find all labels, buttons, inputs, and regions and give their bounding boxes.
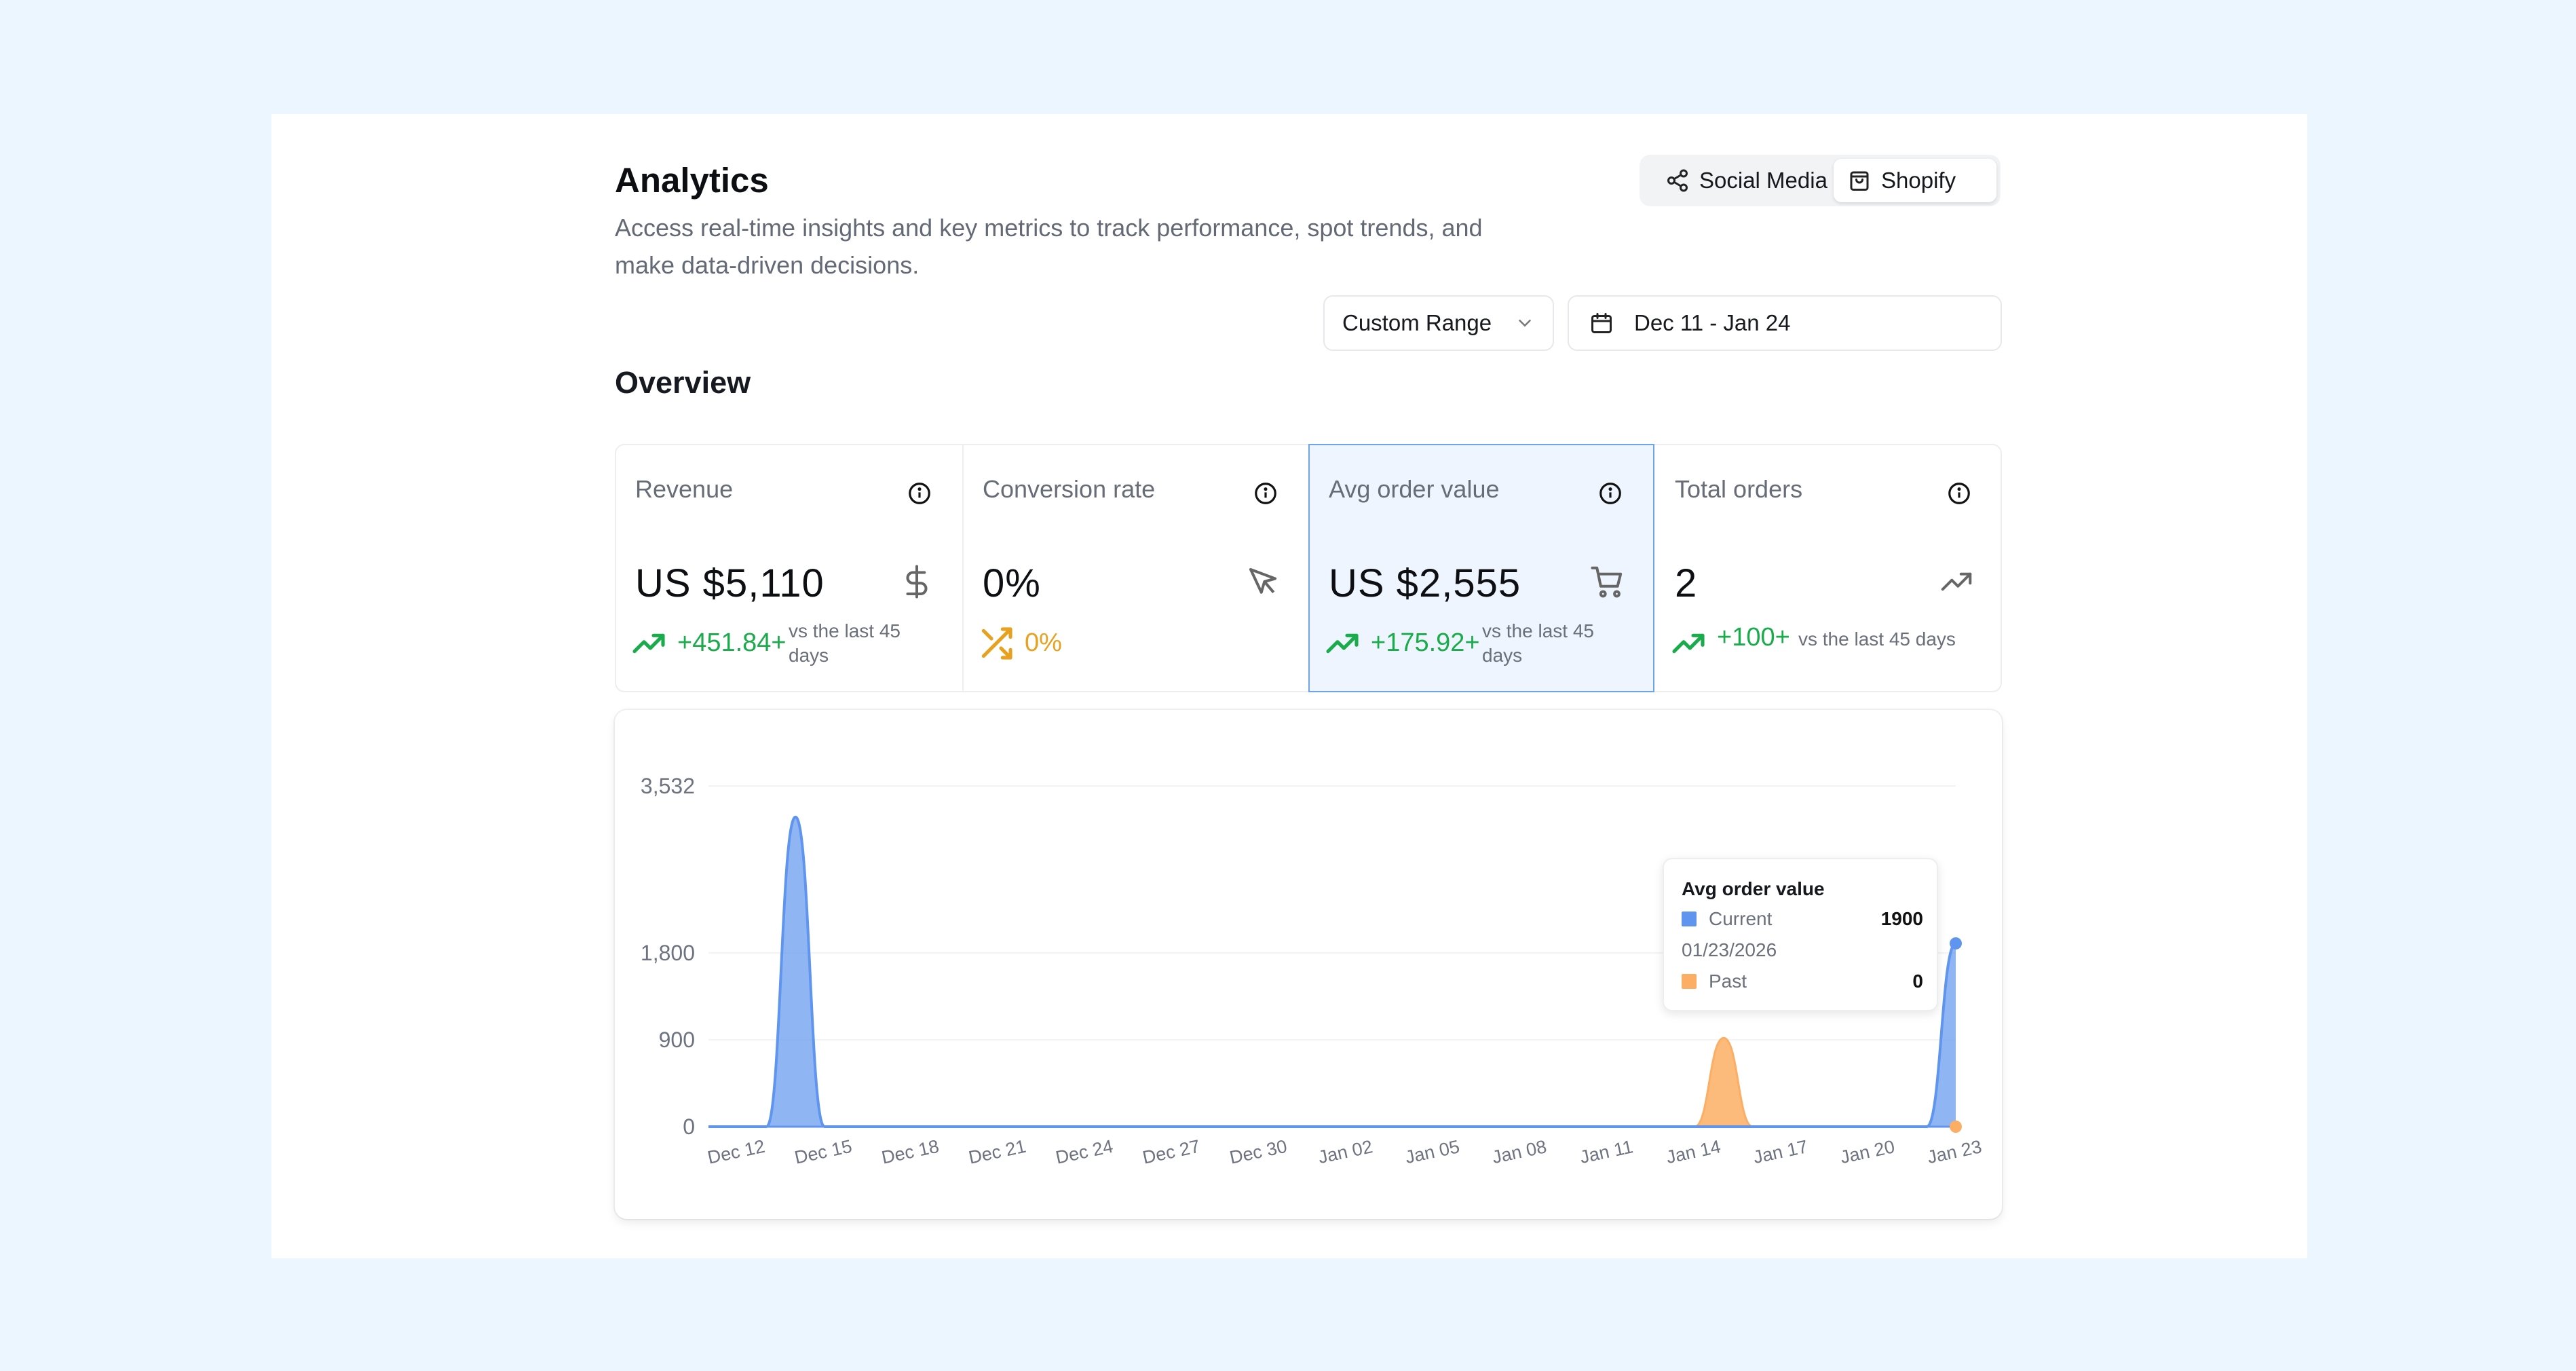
overview-heading: Overview — [615, 365, 751, 400]
range-select[interactable]: Custom Range — [1323, 295, 1554, 351]
y-tick-label: 0 — [683, 1114, 695, 1139]
share-icon — [1667, 169, 1688, 192]
info-icon[interactable] — [1253, 481, 1278, 506]
social-media-label: Social Media — [1699, 168, 1827, 193]
past-marker — [1950, 1121, 1962, 1133]
metric-note: vs the last 45 days — [1798, 628, 1956, 650]
info-icon[interactable] — [1597, 481, 1623, 506]
tooltip-title: Avg order value — [1682, 878, 1825, 899]
tooltip-current-row: Current 1900 — [1682, 908, 1923, 930]
x-tick-label: Dec 30 — [1228, 1136, 1289, 1168]
metric-note: vs the last 45 days — [789, 620, 901, 666]
shopify-label: Shopify — [1881, 168, 1956, 193]
info-icon[interactable] — [907, 481, 932, 506]
dollar-icon — [906, 565, 928, 599]
x-tick-label: Dec 15 — [793, 1136, 854, 1168]
metric-card-total-orders[interactable]: Total orders 2 +100+ vs the last 45 days — [1656, 445, 2002, 691]
current-swatch — [1682, 912, 1697, 926]
metric-label: Revenue — [635, 475, 734, 503]
x-tick-label: Jan 14 — [1665, 1136, 1723, 1167]
current-marker — [1950, 937, 1962, 950]
metric-delta: +175.92+ — [1371, 628, 1480, 657]
x-tick-label: Dec 12 — [706, 1136, 767, 1168]
y-tick-label: 900 — [659, 1028, 695, 1052]
range-select-value: Custom Range — [1342, 310, 1492, 335]
tooltip-current-label: Current — [1709, 908, 1773, 929]
metrics-row: Revenue US $5,110 +451.84+ vs the last 4… — [615, 444, 2002, 692]
x-tick-label: Jan 20 — [1838, 1136, 1897, 1167]
x-tick-label: Jan 05 — [1403, 1136, 1462, 1167]
shopping-cart-icon — [1591, 566, 1623, 598]
metric-delta: +451.84+ — [677, 628, 787, 657]
trending-up-icon — [632, 633, 665, 654]
trending-up-icon — [1941, 572, 1972, 591]
tooltip-past-label: Past — [1709, 971, 1747, 992]
page-subtitle: Access real-time insights and key metric… — [615, 214, 1483, 279]
past-swatch — [1682, 974, 1697, 989]
trending-up-icon — [1672, 633, 1705, 654]
tooltip-date: 01/23/2026 — [1682, 939, 1777, 960]
metric-label: Conversion rate — [983, 475, 1156, 503]
calendar-icon — [1591, 313, 1612, 333]
past-line — [708, 1036, 1956, 1128]
metric-label: Total orders — [1675, 475, 1803, 503]
shopify-tab[interactable]: Shopify — [1834, 159, 1996, 202]
metric-card-revenue[interactable]: Revenue US $5,110 +451.84+ vs the last 4… — [616, 445, 962, 691]
x-tick-label: Dec 27 — [1141, 1136, 1202, 1168]
cursor-arrow-icon — [1249, 567, 1277, 594]
page-title: Analytics — [615, 161, 769, 200]
x-tick-label: Jan 11 — [1578, 1136, 1635, 1167]
tooltip-current-value: 1900 — [1880, 908, 1923, 929]
metric-label: Avg order value — [1329, 475, 1500, 503]
avg-order-value-chart[interactable]: 0 900 1,800 3,532 Dec 12 Dec 15 Dec 18 Dec 21 De… — [615, 710, 2002, 1219]
tooltip-past-value: 0 — [1912, 971, 1923, 992]
info-icon[interactable] — [1946, 481, 1972, 506]
metric-value: US $5,110 — [635, 561, 825, 605]
shopping-bag-icon — [1850, 171, 1869, 191]
trending-up-icon — [1326, 633, 1359, 654]
shuffle-icon — [981, 627, 1012, 660]
x-tick-label: Jan 08 — [1490, 1136, 1549, 1167]
chart-tooltip: Avg order value Current 1900 01/23/2026 … — [1663, 858, 1938, 1011]
source-toggle: Social Media Shopify — [1640, 155, 2001, 206]
x-tick-label: Dec 21 — [967, 1136, 1028, 1168]
y-tick-label: 1,800 — [641, 941, 695, 965]
tooltip-past-row: Past 0 — [1682, 971, 1923, 992]
x-tick-label: Dec 18 — [879, 1136, 941, 1168]
past-area — [708, 1038, 1956, 1127]
date-range-picker[interactable]: Dec 11 - Jan 24 — [1568, 295, 2002, 351]
date-range-value: Dec 11 - Jan 24 — [1634, 310, 1791, 335]
metric-value: 2 — [1675, 561, 1698, 605]
metric-card-avg-order-value[interactable]: Avg order value US $2,555 +175.92+ vs th… — [1308, 444, 1654, 692]
x-tick-label: Dec 24 — [1054, 1136, 1115, 1168]
chevron-down-icon — [1519, 320, 1531, 327]
x-tick-label: Jan 23 — [1925, 1136, 1984, 1167]
metric-note: vs the last 45 days — [1482, 620, 1594, 666]
social-media-tab[interactable]: Social Media — [1652, 159, 1841, 202]
metric-delta: +100+ — [1717, 623, 1790, 652]
x-tick-label: Jan 02 — [1317, 1136, 1375, 1167]
metric-delta: 0% — [1025, 628, 1062, 657]
metric-card-conversion[interactable]: Conversion rate 0% 0% — [962, 445, 1308, 691]
metric-value: 0% — [983, 561, 1041, 605]
metric-value: US $2,555 — [1329, 561, 1521, 605]
x-tick-label: Jan 17 — [1751, 1136, 1810, 1167]
y-tick-label: 3,532 — [641, 774, 695, 798]
